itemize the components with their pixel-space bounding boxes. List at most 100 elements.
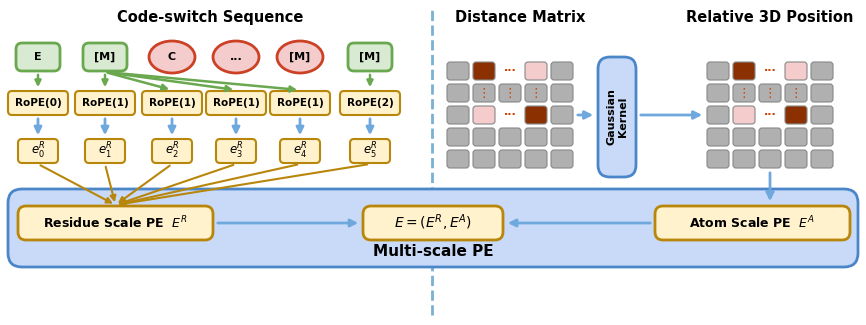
FancyBboxPatch shape <box>707 128 729 146</box>
FancyBboxPatch shape <box>447 128 469 146</box>
Text: $E=(E^R,E^A)$: $E=(E^R,E^A)$ <box>394 213 472 233</box>
FancyBboxPatch shape <box>363 206 503 240</box>
FancyBboxPatch shape <box>473 84 495 102</box>
FancyBboxPatch shape <box>340 91 400 115</box>
FancyBboxPatch shape <box>473 106 495 124</box>
FancyBboxPatch shape <box>499 128 521 146</box>
Text: Code-switch Sequence: Code-switch Sequence <box>117 10 303 25</box>
FancyBboxPatch shape <box>152 139 192 163</box>
Text: RoPE(1): RoPE(1) <box>81 98 128 108</box>
FancyBboxPatch shape <box>811 150 833 168</box>
FancyBboxPatch shape <box>18 206 213 240</box>
Text: Multi-scale PE: Multi-scale PE <box>372 244 494 259</box>
Text: $e_5^R$: $e_5^R$ <box>363 141 378 161</box>
FancyBboxPatch shape <box>447 62 469 80</box>
FancyBboxPatch shape <box>707 150 729 168</box>
FancyBboxPatch shape <box>525 106 547 124</box>
Text: ⋮: ⋮ <box>478 86 490 99</box>
Text: ···: ··· <box>504 110 516 120</box>
Text: $e_0^R$: $e_0^R$ <box>30 141 45 161</box>
Text: [M]: [M] <box>289 52 311 62</box>
Ellipse shape <box>149 41 195 73</box>
FancyBboxPatch shape <box>473 62 495 80</box>
FancyBboxPatch shape <box>785 128 807 146</box>
FancyBboxPatch shape <box>85 139 125 163</box>
FancyBboxPatch shape <box>525 128 547 146</box>
FancyBboxPatch shape <box>447 106 469 124</box>
Text: ⋮: ⋮ <box>790 86 802 99</box>
FancyBboxPatch shape <box>270 91 330 115</box>
FancyBboxPatch shape <box>551 106 573 124</box>
Text: ...: ... <box>229 52 242 62</box>
FancyBboxPatch shape <box>811 106 833 124</box>
FancyBboxPatch shape <box>785 62 807 80</box>
Text: Atom Scale PE  $E^A$: Atom Scale PE $E^A$ <box>689 215 816 231</box>
FancyBboxPatch shape <box>447 84 469 102</box>
FancyBboxPatch shape <box>216 139 256 163</box>
FancyBboxPatch shape <box>75 91 135 115</box>
Text: ⋮: ⋮ <box>738 86 750 99</box>
Text: $e_1^R$: $e_1^R$ <box>98 141 113 161</box>
Text: Distance Matrix: Distance Matrix <box>455 10 585 25</box>
FancyBboxPatch shape <box>759 84 781 102</box>
Text: RoPE(1): RoPE(1) <box>149 98 196 108</box>
Text: Residue Scale PE  $E^R$: Residue Scale PE $E^R$ <box>43 215 188 231</box>
FancyBboxPatch shape <box>83 43 127 71</box>
FancyBboxPatch shape <box>707 84 729 102</box>
FancyBboxPatch shape <box>350 139 390 163</box>
FancyBboxPatch shape <box>16 43 60 71</box>
FancyBboxPatch shape <box>280 139 320 163</box>
FancyBboxPatch shape <box>499 150 521 168</box>
Text: $e_3^R$: $e_3^R$ <box>229 141 243 161</box>
Text: RoPE(0): RoPE(0) <box>15 98 61 108</box>
Text: ···: ··· <box>504 66 516 76</box>
FancyBboxPatch shape <box>733 106 755 124</box>
FancyBboxPatch shape <box>598 57 636 177</box>
FancyBboxPatch shape <box>348 43 392 71</box>
Text: [M]: [M] <box>359 52 381 62</box>
Text: [M]: [M] <box>94 52 116 62</box>
FancyBboxPatch shape <box>733 150 755 168</box>
FancyBboxPatch shape <box>733 62 755 80</box>
FancyBboxPatch shape <box>733 128 755 146</box>
Ellipse shape <box>213 41 259 73</box>
FancyBboxPatch shape <box>811 128 833 146</box>
FancyBboxPatch shape <box>499 84 521 102</box>
Text: ···: ··· <box>764 110 777 120</box>
FancyBboxPatch shape <box>811 84 833 102</box>
Text: Gaussian
Kernel: Gaussian Kernel <box>606 88 628 146</box>
FancyBboxPatch shape <box>206 91 266 115</box>
FancyBboxPatch shape <box>707 106 729 124</box>
FancyBboxPatch shape <box>447 150 469 168</box>
FancyBboxPatch shape <box>655 206 850 240</box>
FancyBboxPatch shape <box>785 106 807 124</box>
FancyBboxPatch shape <box>551 84 573 102</box>
Text: ⋮: ⋮ <box>504 86 516 99</box>
FancyBboxPatch shape <box>525 62 547 80</box>
FancyBboxPatch shape <box>473 150 495 168</box>
FancyBboxPatch shape <box>785 84 807 102</box>
FancyBboxPatch shape <box>525 84 547 102</box>
Ellipse shape <box>277 41 323 73</box>
Text: RoPE(2): RoPE(2) <box>346 98 393 108</box>
FancyBboxPatch shape <box>811 62 833 80</box>
FancyBboxPatch shape <box>551 150 573 168</box>
FancyBboxPatch shape <box>551 128 573 146</box>
FancyBboxPatch shape <box>18 139 58 163</box>
FancyBboxPatch shape <box>142 91 202 115</box>
Text: RoPE(1): RoPE(1) <box>213 98 260 108</box>
Text: ···: ··· <box>764 66 777 76</box>
Text: $e_2^R$: $e_2^R$ <box>165 141 179 161</box>
Text: $e_4^R$: $e_4^R$ <box>293 141 307 161</box>
FancyBboxPatch shape <box>733 84 755 102</box>
FancyBboxPatch shape <box>785 150 807 168</box>
FancyBboxPatch shape <box>525 150 547 168</box>
Text: Relative 3D Position: Relative 3D Position <box>687 10 854 25</box>
Text: ⋮: ⋮ <box>530 86 542 99</box>
FancyBboxPatch shape <box>759 150 781 168</box>
FancyBboxPatch shape <box>473 128 495 146</box>
FancyBboxPatch shape <box>551 62 573 80</box>
Text: E: E <box>34 52 42 62</box>
FancyBboxPatch shape <box>8 91 68 115</box>
FancyBboxPatch shape <box>759 128 781 146</box>
